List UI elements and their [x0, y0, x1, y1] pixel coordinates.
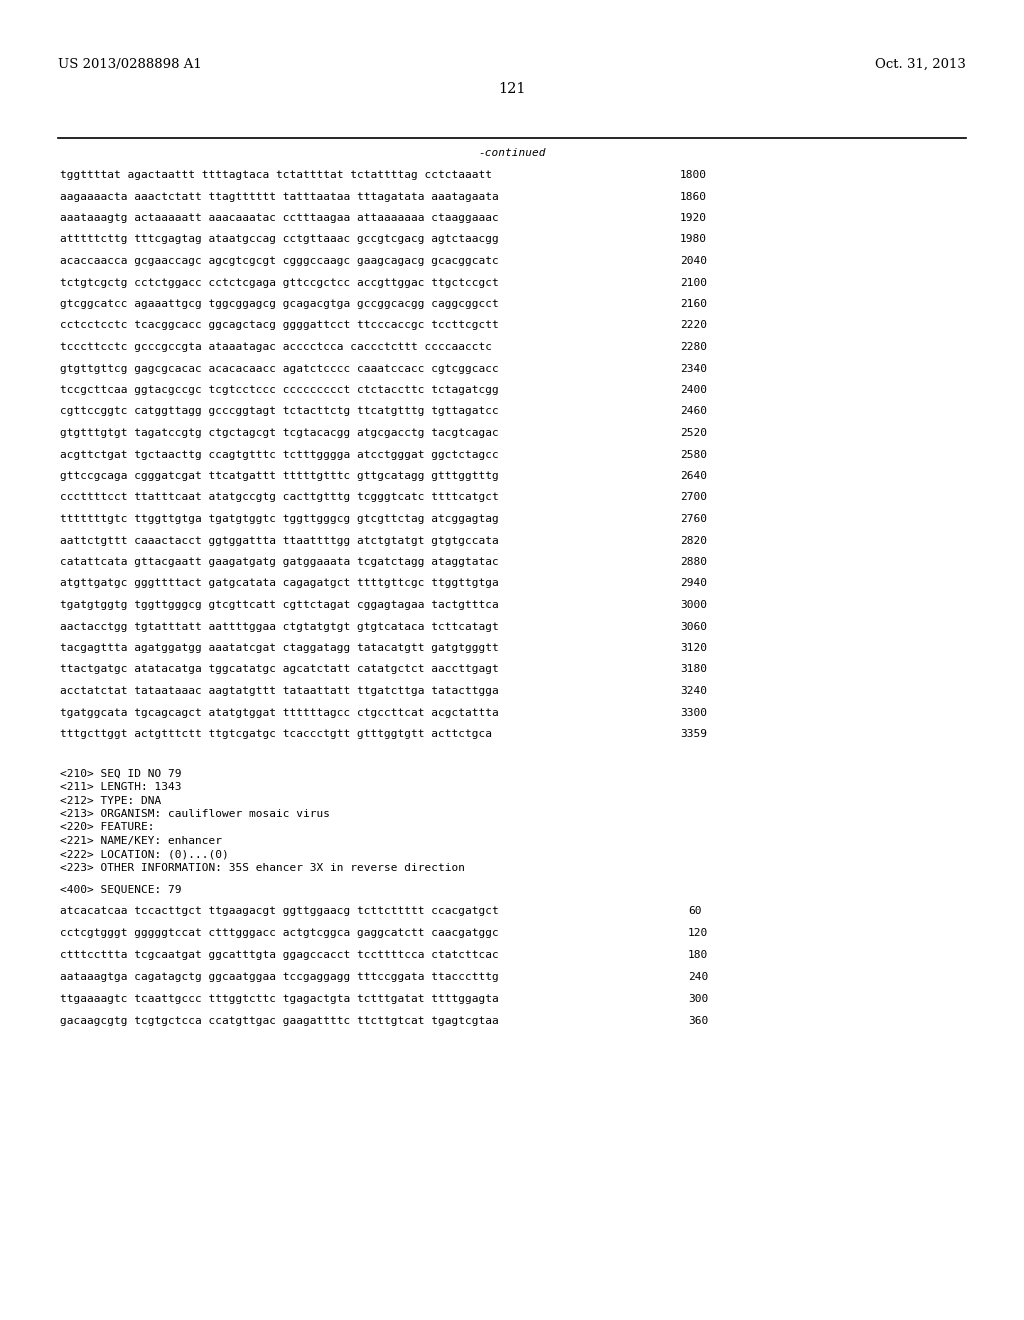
Text: 1980: 1980 — [680, 235, 707, 244]
Text: 3240: 3240 — [680, 686, 707, 696]
Text: aaataaagtg actaaaaatt aaacaaatac cctttaagaa attaaaaaaa ctaaggaaac: aaataaagtg actaaaaatt aaacaaatac cctttaa… — [60, 213, 499, 223]
Text: tggttttat agactaattt ttttagtaca tctattttat tctattttag cctctaaatt: tggttttat agactaattt ttttagtaca tctatttt… — [60, 170, 492, 180]
Text: 3060: 3060 — [680, 622, 707, 631]
Text: 1920: 1920 — [680, 213, 707, 223]
Text: 1860: 1860 — [680, 191, 707, 202]
Text: tgatgtggtg tggttgggcg gtcgttcatt cgttctagat cggagtagaa tactgtttca: tgatgtggtg tggttgggcg gtcgttcatt cgttcta… — [60, 601, 499, 610]
Text: tttgcttggt actgtttctt ttgtcgatgc tcaccctgtt gtttggtgtt acttctgca: tttgcttggt actgtttctt ttgtcgatgc tcaccct… — [60, 729, 492, 739]
Text: 2820: 2820 — [680, 536, 707, 545]
Text: 3120: 3120 — [680, 643, 707, 653]
Text: <210> SEQ ID NO 79: <210> SEQ ID NO 79 — [60, 768, 181, 779]
Text: ttgaaaagtc tcaattgccc tttggtcttc tgagactgta tctttgatat ttttggagta: ttgaaaagtc tcaattgccc tttggtcttc tgagact… — [60, 994, 499, 1005]
Text: <212> TYPE: DNA: <212> TYPE: DNA — [60, 796, 161, 805]
Text: 2280: 2280 — [680, 342, 707, 352]
Text: gtcggcatcc agaaattgcg tggcggagcg gcagacgtga gccggcacgg caggcggcct: gtcggcatcc agaaattgcg tggcggagcg gcagacg… — [60, 300, 499, 309]
Text: 2760: 2760 — [680, 513, 707, 524]
Text: aactacctgg tgtatttatt aattttggaa ctgtatgtgt gtgtcataca tcttcatagt: aactacctgg tgtatttatt aattttggaa ctgtatg… — [60, 622, 499, 631]
Text: ttactgatgc atatacatga tggcatatgc agcatctatt catatgctct aaccttgagt: ttactgatgc atatacatga tggcatatgc agcatct… — [60, 664, 499, 675]
Text: 3000: 3000 — [680, 601, 707, 610]
Text: 60: 60 — [688, 907, 701, 916]
Text: -continued: -continued — [478, 148, 546, 158]
Text: ctttccttta tcgcaatgat ggcatttgta ggagccacct tccttttcca ctatcttcac: ctttccttta tcgcaatgat ggcatttgta ggagcca… — [60, 950, 499, 961]
Text: Oct. 31, 2013: Oct. 31, 2013 — [876, 58, 966, 71]
Text: gtgtttgtgt tagatccgtg ctgctagcgt tcgtacacgg atgcgacctg tacgtcagac: gtgtttgtgt tagatccgtg ctgctagcgt tcgtaca… — [60, 428, 499, 438]
Text: 2460: 2460 — [680, 407, 707, 417]
Text: 2220: 2220 — [680, 321, 707, 330]
Text: 2340: 2340 — [680, 363, 707, 374]
Text: tacgagttta agatggatgg aaatatcgat ctaggatagg tatacatgtt gatgtgggtt: tacgagttta agatggatgg aaatatcgat ctaggat… — [60, 643, 499, 653]
Text: 2520: 2520 — [680, 428, 707, 438]
Text: 3180: 3180 — [680, 664, 707, 675]
Text: <222> LOCATION: (0)...(0): <222> LOCATION: (0)...(0) — [60, 850, 228, 859]
Text: acctatctat tataataaac aagtatgttt tataattatt ttgatcttga tatacttgga: acctatctat tataataaac aagtatgttt tataatt… — [60, 686, 499, 696]
Text: <220> FEATURE:: <220> FEATURE: — [60, 822, 155, 833]
Text: tgatggcata tgcagcagct atatgtggat ttttttagcc ctgccttcat acgctattta: tgatggcata tgcagcagct atatgtggat tttttta… — [60, 708, 499, 718]
Text: <400> SEQUENCE: 79: <400> SEQUENCE: 79 — [60, 884, 181, 895]
Text: 2580: 2580 — [680, 450, 707, 459]
Text: atgttgatgc gggttttact gatgcatata cagagatgct ttttgttcgc ttggttgtga: atgttgatgc gggttttact gatgcatata cagagat… — [60, 578, 499, 589]
Text: 2640: 2640 — [680, 471, 707, 480]
Text: 3300: 3300 — [680, 708, 707, 718]
Text: cctcgtgggt gggggtccat ctttgggacc actgtcggca gaggcatctt caacgatggc: cctcgtgggt gggggtccat ctttgggacc actgtcg… — [60, 928, 499, 939]
Text: 2100: 2100 — [680, 277, 707, 288]
Text: <213> ORGANISM: cauliflower mosaic virus: <213> ORGANISM: cauliflower mosaic virus — [60, 809, 330, 818]
Text: tccgcttcaa ggtacgccgc tcgtcctccc ccccccccct ctctaccttc tctagatcgg: tccgcttcaa ggtacgccgc tcgtcctccc ccccccc… — [60, 385, 499, 395]
Text: acaccaacca gcgaaccagc agcgtcgcgt cgggccaagc gaagcagacg gcacggcatc: acaccaacca gcgaaccagc agcgtcgcgt cgggcca… — [60, 256, 499, 267]
Text: aagaaaacta aaactctatt ttagtttttt tatttaataa tttagatata aaatagaata: aagaaaacta aaactctatt ttagtttttt tatttaa… — [60, 191, 499, 202]
Text: 2400: 2400 — [680, 385, 707, 395]
Text: atttttcttg tttcgagtag ataatgccag cctgttaaac gccgtcgacg agtctaacgg: atttttcttg tttcgagtag ataatgccag cctgtta… — [60, 235, 499, 244]
Text: <223> OTHER INFORMATION: 35S ehancer 3X in reverse direction: <223> OTHER INFORMATION: 35S ehancer 3X … — [60, 863, 465, 873]
Text: gacaagcgtg tcgtgctcca ccatgttgac gaagattttc ttcttgtcat tgagtcgtaa: gacaagcgtg tcgtgctcca ccatgttgac gaagatt… — [60, 1016, 499, 1027]
Text: 300: 300 — [688, 994, 709, 1005]
Text: aattctgttt caaactacct ggtggattta ttaattttgg atctgtatgt gtgtgccata: aattctgttt caaactacct ggtggattta ttaattt… — [60, 536, 499, 545]
Text: <211> LENGTH: 1343: <211> LENGTH: 1343 — [60, 781, 181, 792]
Text: gttccgcaga cgggatcgat ttcatgattt tttttgtttc gttgcatagg gtttggtttg: gttccgcaga cgggatcgat ttcatgattt tttttgt… — [60, 471, 499, 480]
Text: 121: 121 — [499, 82, 525, 96]
Text: tttttttgtc ttggttgtga tgatgtggtc tggttgggcg gtcgttctag atcggagtag: tttttttgtc ttggttgtga tgatgtggtc tggttgg… — [60, 513, 499, 524]
Text: tcccttcctc gcccgccgta ataaatagac acccctcca caccctcttt ccccaacctc: tcccttcctc gcccgccgta ataaatagac acccctc… — [60, 342, 492, 352]
Text: cgttccggtc catggttagg gcccggtagt tctacttctg ttcatgtttg tgttagatcc: cgttccggtc catggttagg gcccggtagt tctactt… — [60, 407, 499, 417]
Text: 240: 240 — [688, 973, 709, 982]
Text: 2940: 2940 — [680, 578, 707, 589]
Text: catattcata gttacgaatt gaagatgatg gatggaaata tcgatctagg ataggtatac: catattcata gttacgaatt gaagatgatg gatggaa… — [60, 557, 499, 568]
Text: 2160: 2160 — [680, 300, 707, 309]
Text: atcacatcaa tccacttgct ttgaagacgt ggttggaacg tcttcttttt ccacgatgct: atcacatcaa tccacttgct ttgaagacgt ggttgga… — [60, 907, 499, 916]
Text: 360: 360 — [688, 1016, 709, 1027]
Text: gtgttgttcg gagcgcacac acacacaacc agatctcccc caaatccacc cgtcggcacc: gtgttgttcg gagcgcacac acacacaacc agatctc… — [60, 363, 499, 374]
Text: cccttttcct ttatttcaat atatgccgtg cacttgtttg tcgggtcatc ttttcatgct: cccttttcct ttatttcaat atatgccgtg cacttgt… — [60, 492, 499, 503]
Text: 1800: 1800 — [680, 170, 707, 180]
Text: acgttctgat tgctaacttg ccagtgtttc tctttgggga atcctgggat ggctctagcc: acgttctgat tgctaacttg ccagtgtttc tctttgg… — [60, 450, 499, 459]
Text: tctgtcgctg cctctggacc cctctcgaga gttccgctcc accgttggac ttgctccgct: tctgtcgctg cctctggacc cctctcgaga gttccgc… — [60, 277, 499, 288]
Text: 3359: 3359 — [680, 729, 707, 739]
Text: <221> NAME/KEY: enhancer: <221> NAME/KEY: enhancer — [60, 836, 222, 846]
Text: 120: 120 — [688, 928, 709, 939]
Text: 180: 180 — [688, 950, 709, 961]
Text: aataaagtga cagatagctg ggcaatggaa tccgaggagg tttccggata ttaccctttg: aataaagtga cagatagctg ggcaatggaa tccgagg… — [60, 973, 499, 982]
Text: cctcctcctc tcacggcacc ggcagctacg ggggattcct ttcccaccgc tccttcgctt: cctcctcctc tcacggcacc ggcagctacg ggggatt… — [60, 321, 499, 330]
Text: US 2013/0288898 A1: US 2013/0288898 A1 — [58, 58, 202, 71]
Text: 2040: 2040 — [680, 256, 707, 267]
Text: 2880: 2880 — [680, 557, 707, 568]
Text: 2700: 2700 — [680, 492, 707, 503]
